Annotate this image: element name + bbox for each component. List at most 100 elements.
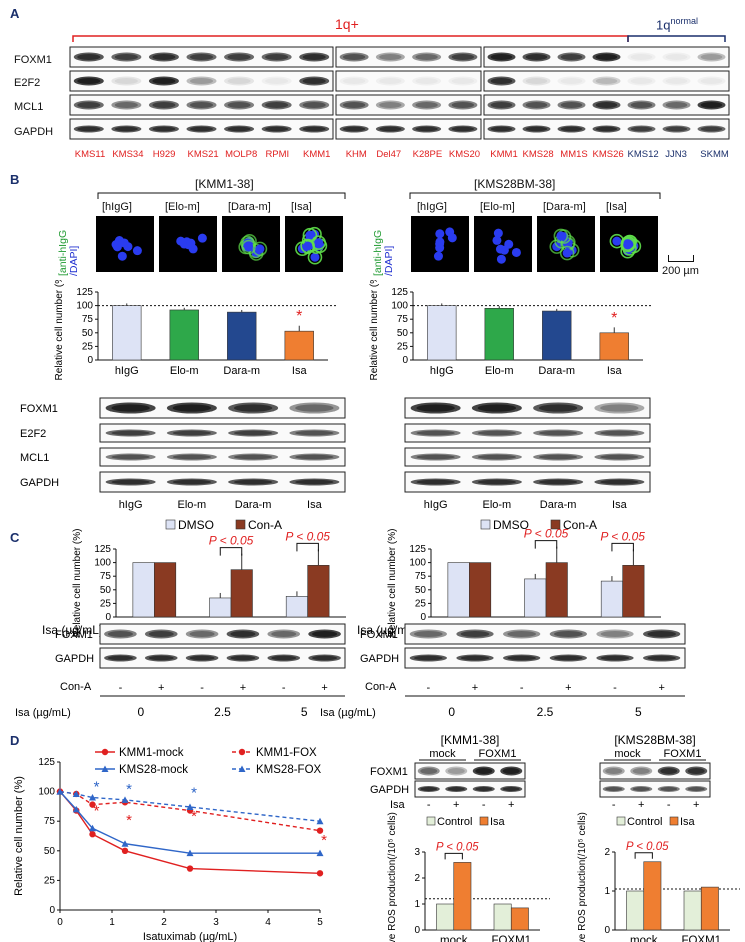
d-band (685, 766, 708, 776)
b-micro-image (96, 216, 154, 272)
d-band (685, 786, 708, 792)
b-band (166, 478, 217, 486)
d1-legend-swatch (479, 816, 489, 826)
c2-sig-bracket (611, 542, 634, 552)
d1-bar (510, 907, 529, 931)
d-x-tick-label: 1 (109, 917, 115, 928)
cell-nucleus (556, 231, 566, 241)
c1-sig-bracket (219, 547, 243, 556)
d-x-tick-label: 4 (265, 917, 271, 928)
d2-bar (643, 861, 662, 931)
c-chart-left: DMSO Con-A 0 25 50 75 100 125 Relative cell numb… (42, 518, 346, 637)
a-band (111, 125, 142, 133)
a-band (186, 76, 217, 86)
a-band (557, 52, 586, 62)
b-scale-label: 200 µm (662, 265, 699, 277)
b-title-brackets (97, 192, 661, 199)
b1-y-tick-label: 75 (82, 314, 94, 325)
c1-bar (154, 562, 177, 618)
cell-nucleus (303, 241, 313, 251)
b-micro-image (411, 216, 469, 272)
cell-nucleus (255, 244, 265, 254)
b-chart-kmm1: 0 25 50 75 100 125 Relative cell number (%) hIg… (54, 280, 338, 380)
d2-y-tick-label: 0 (604, 925, 610, 936)
b2-bar (542, 310, 572, 361)
d-isa-sign: + (693, 799, 699, 811)
c-cona-sign: + (472, 682, 478, 694)
c-isa-conc: 0 (137, 705, 144, 719)
a-band (697, 125, 726, 133)
a-band (697, 100, 726, 110)
b-blot-box (99, 423, 346, 443)
a-band (412, 125, 442, 133)
d-series-line (59, 790, 321, 822)
c-cona-sign: + (240, 682, 246, 694)
d-line-chart: 0 25 50 75 100 125 0 1 2 3 4 5 Relative cell number … (13, 747, 327, 942)
c1-sig-bracket (296, 542, 319, 552)
b2-bar (484, 308, 514, 361)
d1-legend-label: Control (437, 816, 472, 828)
c1-legend-swatch (235, 519, 246, 530)
c1-legend-label: Con-A (248, 518, 282, 532)
c2-bar (469, 562, 492, 618)
panel-a-label: A (10, 6, 20, 21)
c-band (308, 629, 341, 639)
panel-d-label: D (10, 733, 20, 748)
d-blot-box (414, 780, 526, 798)
a-band (662, 76, 691, 86)
b1-x-label: Elo-m (170, 365, 199, 377)
b-blot-box (404, 423, 651, 443)
a-band (261, 52, 292, 62)
cell-nucleus (435, 239, 445, 249)
d-isa-sign: - (427, 799, 431, 811)
a-blot-box (335, 70, 482, 92)
b-band (471, 478, 522, 486)
a-blot-box (335, 46, 482, 68)
d-isa-sign: + (453, 799, 459, 811)
b-img-label: [Elo-m] (480, 201, 515, 213)
c-cona-label: Con-A (365, 681, 397, 693)
a-band (662, 52, 691, 62)
a-band (662, 100, 691, 110)
c-isa-conc: 5 (635, 705, 642, 719)
d-band (602, 786, 625, 792)
lane-label: KMS12 (627, 149, 659, 160)
d2-legend-label: Isa (680, 816, 696, 828)
a-band (557, 125, 586, 133)
lane-label: K28PE (412, 149, 443, 160)
b1-bar (169, 309, 199, 361)
d-blot-box (599, 762, 711, 780)
c-isa-conc: 0 (448, 705, 455, 719)
c-band (596, 654, 634, 662)
c-band (456, 654, 494, 662)
d-point (186, 849, 194, 857)
d-legend-label: KMS28-mock (119, 764, 188, 776)
b2-y-tick-label: 75 (397, 314, 409, 325)
c-band (643, 629, 681, 639)
a-band (375, 100, 405, 110)
d-blot-title: [KMM1-38] (441, 733, 500, 747)
b-band (471, 429, 522, 437)
d-row-label: FOXM1 (370, 766, 408, 778)
c2-legend-swatch (550, 519, 561, 530)
b-band (594, 429, 645, 437)
b-img-label: [hIgG] (417, 201, 447, 213)
d2-legend-label: Control (627, 816, 662, 828)
d-point (89, 794, 96, 801)
lane-label: KMS28 (522, 149, 554, 160)
b1-x-label: Isa (292, 365, 308, 377)
b-micro-image (474, 216, 532, 272)
a-band (148, 100, 179, 110)
b1-bar (227, 311, 257, 361)
cell-nucleus (186, 238, 196, 248)
lane-label: KMS26 (592, 149, 624, 160)
a-band (592, 52, 621, 62)
d-band (445, 786, 468, 792)
c1-legend-swatch (165, 519, 176, 530)
d-x-tick-label: 0 (57, 917, 63, 928)
lane-label: MOLP8 (225, 149, 258, 160)
b-img-label: [Elo-m] (165, 201, 200, 213)
c2-y-tick-label: 25 (415, 598, 427, 609)
b1-bar (112, 305, 142, 361)
b-band (533, 429, 584, 437)
